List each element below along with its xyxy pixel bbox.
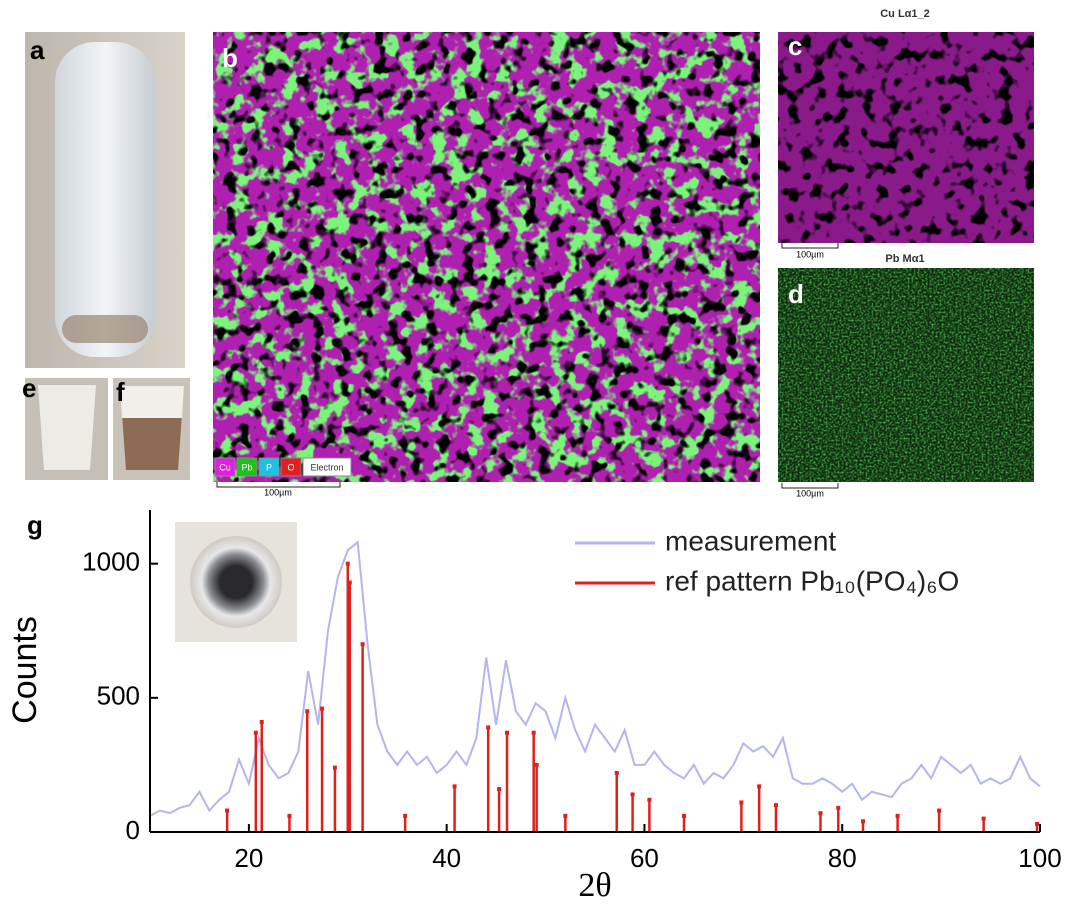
map-title: Pb Mα1 xyxy=(885,253,924,265)
ref-dot xyxy=(981,816,986,821)
panel-label: c xyxy=(788,31,802,61)
legend-label: ref pattern Pb₁₀(PO₄)₆O xyxy=(665,565,959,596)
cup-top xyxy=(190,536,282,628)
x-tick-label: 20 xyxy=(234,843,263,873)
map-title: Cu Lα1_2 xyxy=(880,8,930,20)
panel-label: g xyxy=(27,510,43,540)
panel-label: f xyxy=(116,377,125,407)
legend-chip xyxy=(302,457,352,477)
vial xyxy=(55,42,155,357)
x-axis-label: 2θ xyxy=(578,867,611,904)
ref-dot xyxy=(630,792,635,797)
ref-dot xyxy=(818,811,823,816)
crucible xyxy=(38,385,96,470)
legend-label: Electron xyxy=(310,462,343,472)
legend-chip xyxy=(280,457,302,477)
ref-dot xyxy=(497,787,502,792)
panel-label: d xyxy=(788,279,804,309)
ref-dot xyxy=(360,642,365,647)
ref-dot xyxy=(259,719,264,724)
y-tick-label: 0 xyxy=(126,815,140,845)
legend-chip xyxy=(236,457,258,477)
eds-shadow xyxy=(213,32,760,482)
ref-dot xyxy=(757,784,762,789)
scale-label: 100µm xyxy=(796,249,824,259)
x-tick-label: 40 xyxy=(432,843,461,873)
ref-dot xyxy=(937,808,942,813)
panel-label: a xyxy=(30,35,45,65)
ref-dot xyxy=(320,706,325,711)
ref-dot xyxy=(836,805,841,810)
ref-dot xyxy=(345,561,350,566)
legend-label: measurement xyxy=(665,525,836,556)
crucible-glaze xyxy=(120,386,184,418)
scale-label: 100µm xyxy=(264,487,292,497)
ref-dot xyxy=(531,730,536,735)
legend-label: P xyxy=(266,462,272,472)
ref-dot xyxy=(739,800,744,805)
y-tick-label: 1000 xyxy=(82,547,140,577)
ref-dot xyxy=(452,784,457,789)
ref-dot xyxy=(332,765,337,770)
panel-label: b xyxy=(222,43,238,73)
y-tick-label: 500 xyxy=(97,681,140,711)
ref-dot xyxy=(860,819,865,824)
ref-dot xyxy=(305,709,310,714)
ref-dot xyxy=(347,580,352,585)
ref-dot xyxy=(486,725,491,730)
pb-texture xyxy=(778,268,1034,482)
ref-dot xyxy=(563,813,568,818)
ref-dot xyxy=(773,803,778,808)
x-tick-label: 80 xyxy=(828,843,857,873)
x-tick-label: 100 xyxy=(1018,843,1061,873)
y-axis-label: Counts xyxy=(6,616,44,724)
panel-label: e xyxy=(22,373,36,403)
ref-dot xyxy=(614,770,619,775)
ref-dot xyxy=(504,730,509,735)
legend-label: O xyxy=(287,462,294,472)
scale-label: 100µm xyxy=(796,488,824,498)
legend-chip xyxy=(258,457,280,477)
legend-label: Pb xyxy=(241,462,252,472)
ref-dot xyxy=(534,762,539,767)
legend-chip xyxy=(214,457,236,477)
legend-label: Cu xyxy=(219,462,231,472)
ref-dot xyxy=(895,813,900,818)
ref-dot xyxy=(253,730,258,735)
ref-dot xyxy=(682,813,686,818)
ref-dot xyxy=(403,813,408,818)
ref-dot xyxy=(225,808,230,813)
measurement-line xyxy=(149,540,1041,817)
x-tick-label: 60 xyxy=(630,843,659,873)
ref-dot xyxy=(287,813,292,818)
scale-bar xyxy=(216,243,839,489)
vial-sample xyxy=(62,315,148,343)
ref-dot xyxy=(647,797,652,802)
ref-dot xyxy=(1035,821,1040,826)
cu-texture xyxy=(778,32,1034,243)
